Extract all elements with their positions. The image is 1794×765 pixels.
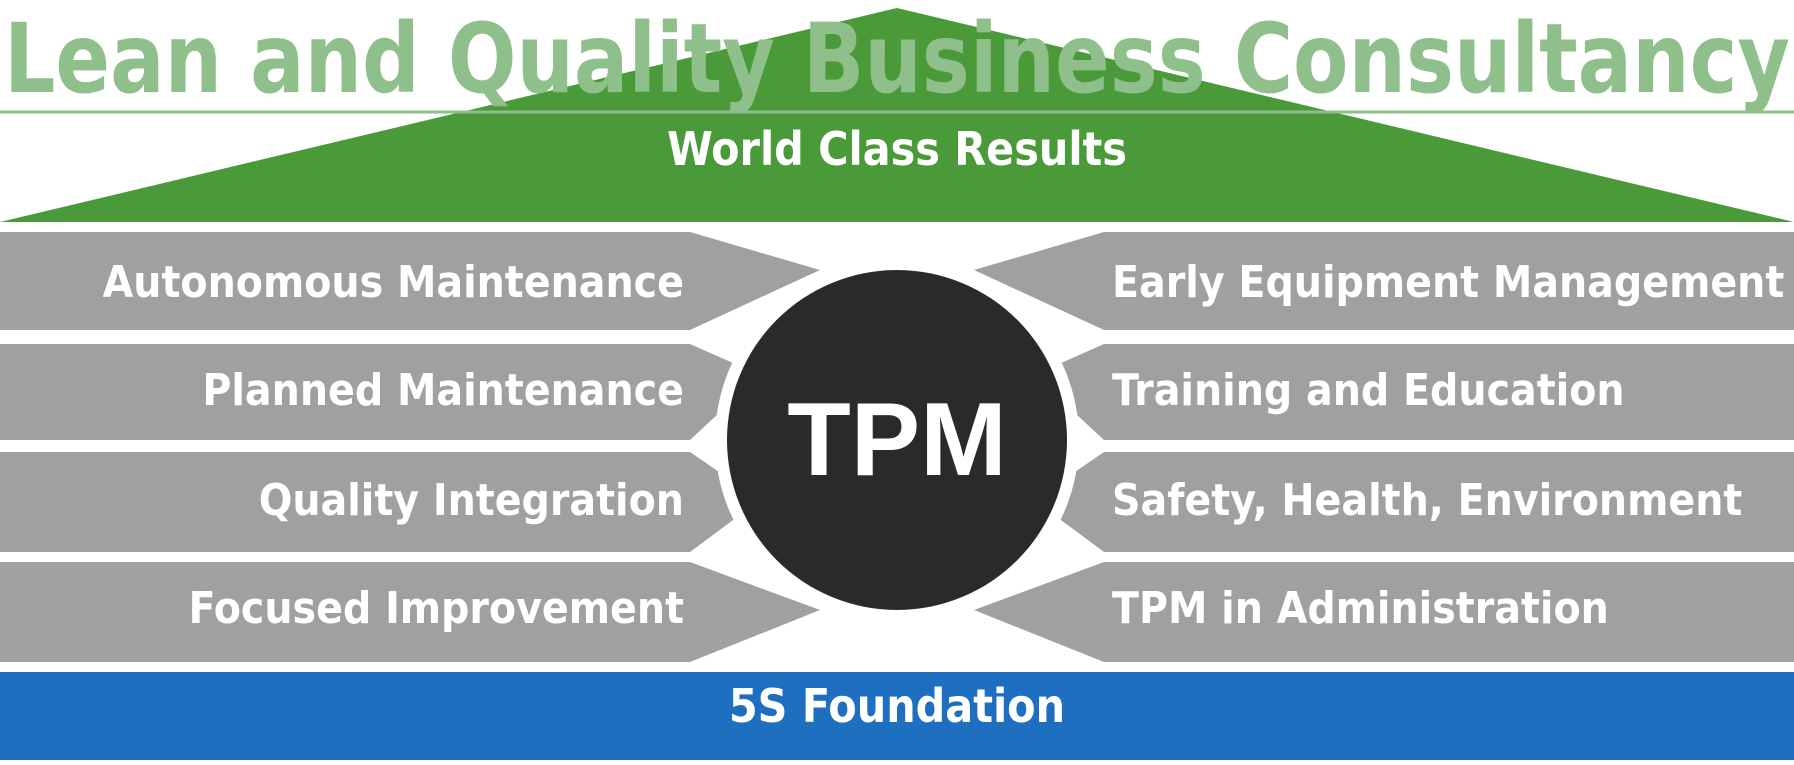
- foundation-shape: [0, 672, 1794, 760]
- pillar-bar: [0, 232, 820, 330]
- pillar-bar: [0, 452, 760, 552]
- roof-label: World Class Results: [667, 122, 1127, 176]
- roof-shape: [0, 8, 1794, 222]
- pillar-bar: [974, 232, 1794, 330]
- pillar-label-left: Focused Improvement: [188, 583, 684, 634]
- pillar-bar: [0, 344, 760, 440]
- pillar-bar: [1034, 344, 1794, 440]
- pillar-bar: [0, 562, 820, 662]
- foundation-label: 5S Foundation: [729, 679, 1065, 733]
- pillar-bar: [1034, 452, 1794, 552]
- pillar-bar: [974, 562, 1794, 662]
- right-pillars: [974, 232, 1794, 662]
- pillar-label-right: Safety, Health, Environment: [1112, 475, 1742, 526]
- pillar-label-right: Early Equipment Management: [1112, 257, 1784, 308]
- tpm-circle: [727, 270, 1067, 610]
- left-pillars: [0, 232, 820, 662]
- pillar-label-right: Training and Education: [1112, 365, 1625, 416]
- pillar-label-right: TPM in Administration: [1112, 583, 1609, 634]
- center-label: TPM: [787, 382, 1007, 498]
- pillar-label-left: Quality Integration: [259, 475, 684, 526]
- pillar-label-left: Autonomous Maintenance: [103, 257, 684, 308]
- pillar-label-left: Planned Maintenance: [202, 365, 684, 416]
- banner-title: Lean and Quality Business Consultancy: [4, 3, 1790, 115]
